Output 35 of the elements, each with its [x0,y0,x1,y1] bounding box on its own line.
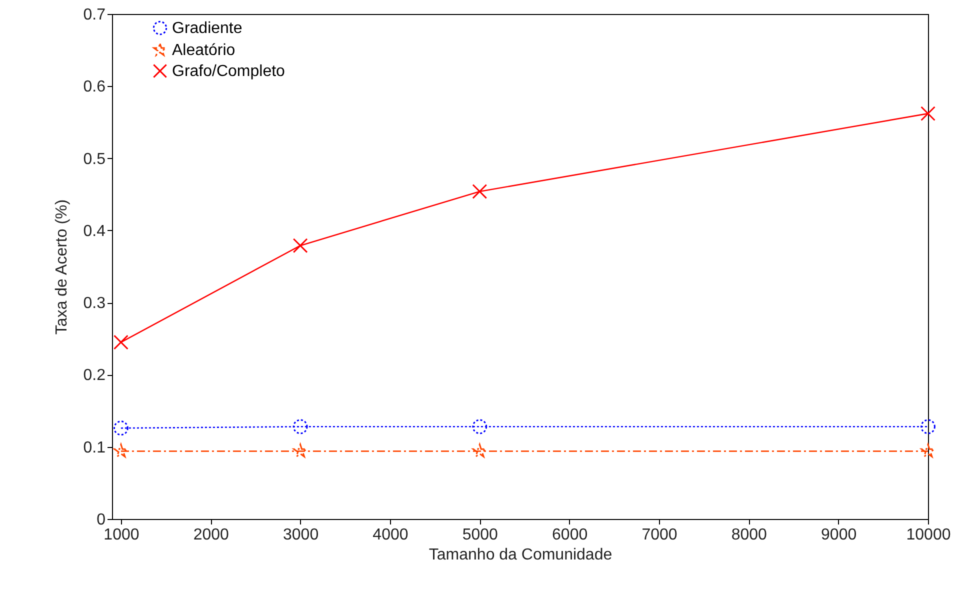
x-tick-label: 7000 [642,526,678,544]
legend-label: Grafo/Completo [172,63,286,80]
x-axis-title: Tamanho da Comunidade [428,546,612,564]
y-tick-label: 0.1 [83,439,106,456]
point [472,419,488,434]
x-tick-label: 9000 [821,526,857,544]
point [472,444,487,458]
y-tick-label: 0.4 [83,222,106,240]
y-tick-label: 0 [96,512,106,528]
point [114,420,128,436]
x-tick-label: 3000 [283,526,319,544]
point [114,334,128,350]
point [920,106,936,122]
point [293,444,308,458]
y-tick-label: 0.5 [83,150,106,168]
point [920,419,936,434]
point [472,184,488,199]
y-tick-label: 0.6 [83,78,106,96]
y-tick-label: 0.2 [83,367,106,384]
legend-label: Gradiente [172,20,242,37]
x-tick-label: 6000 [552,526,588,544]
x-tick-label: 8000 [731,526,768,544]
x-tick-label: 4000 [372,526,408,544]
x-tick-label: 10000 [906,526,951,544]
point [114,444,128,458]
x-tick-label: 2000 [193,526,230,544]
point [292,419,308,434]
x-tick-label: 5000 [462,526,498,544]
legend-label: Aleatório [172,42,236,59]
y-axis-title: Taxa de Acerto (%) [53,199,70,335]
point [292,238,308,254]
y-tick-label: 0.7 [83,6,106,24]
x-tick-label: 1000 [104,526,140,544]
point [920,444,936,458]
y-tick-label: 0.3 [83,295,106,312]
